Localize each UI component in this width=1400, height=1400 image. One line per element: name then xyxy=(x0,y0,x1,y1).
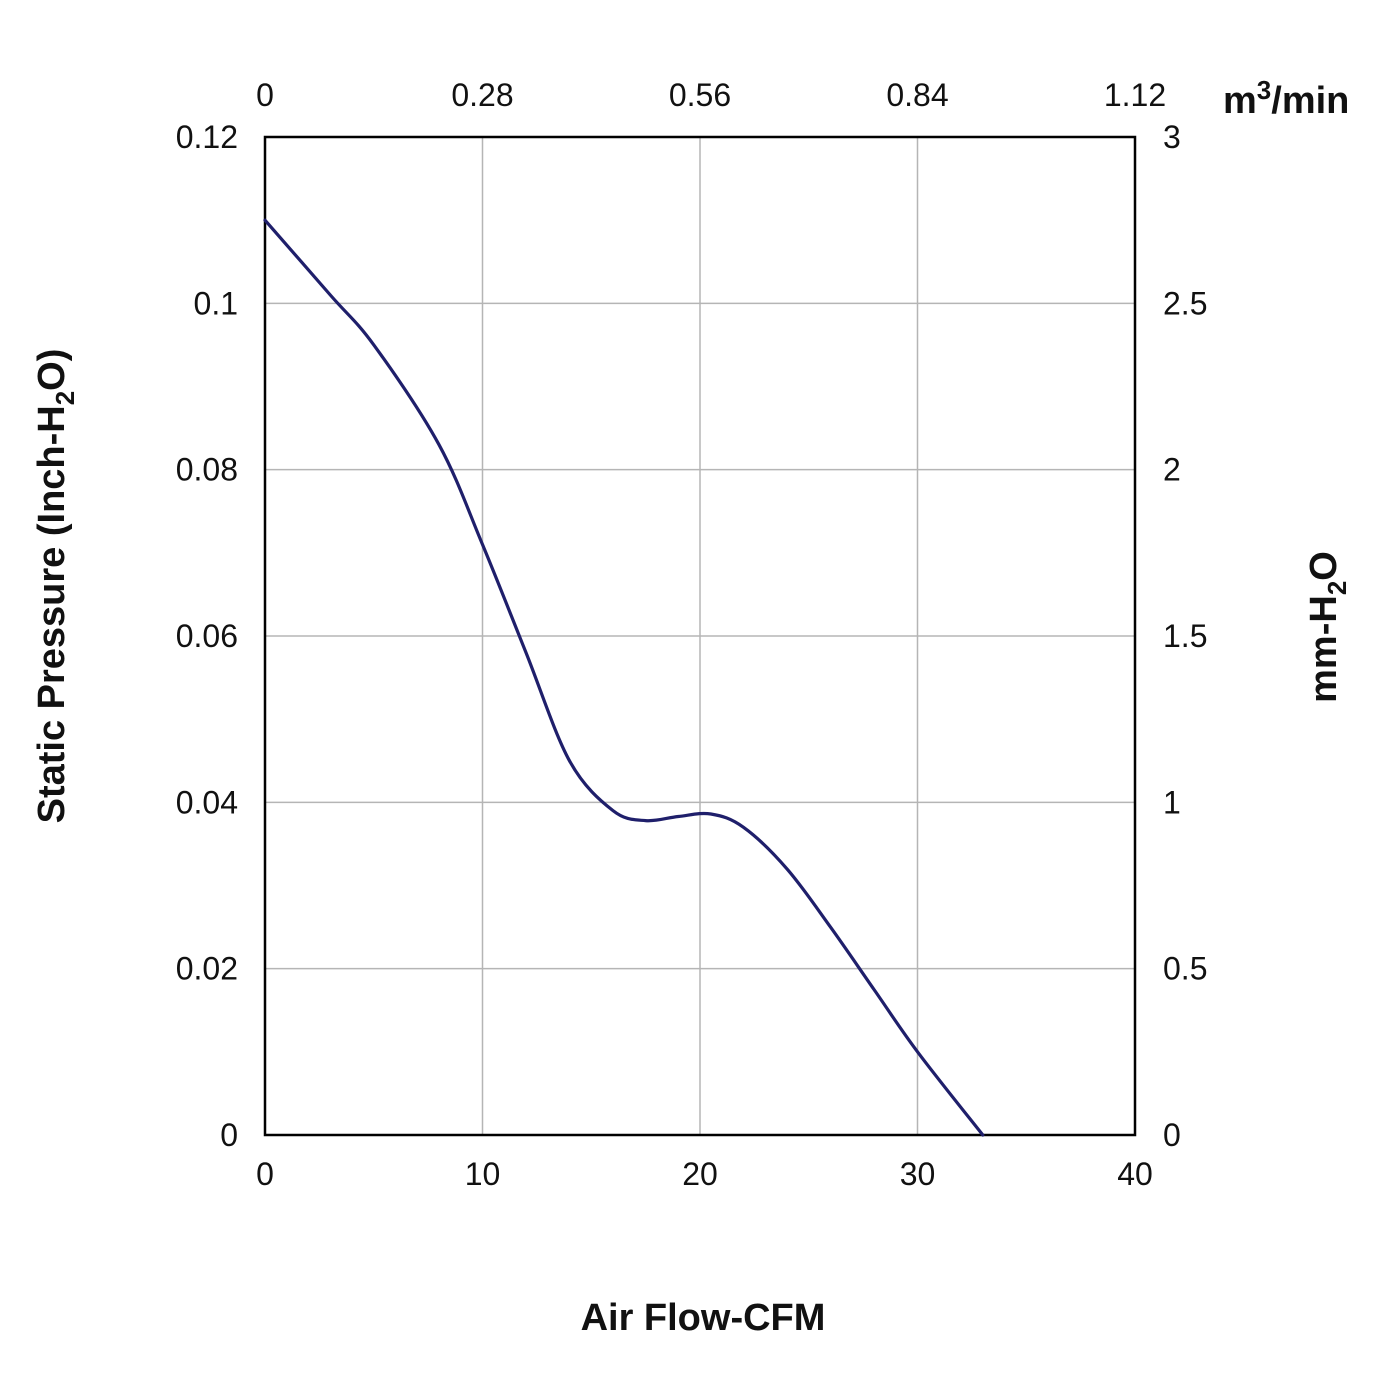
x2-axis-unit: m3/min xyxy=(1223,75,1349,122)
x-tick-label: 20 xyxy=(682,1156,718,1192)
x-tick-label: 10 xyxy=(465,1156,501,1192)
x2-tick-label: 0.56 xyxy=(669,77,731,113)
x-axis-title: Air Flow-CFM xyxy=(581,1297,826,1339)
y2-axis-title: mm-H2O xyxy=(1303,551,1352,703)
x2-tick-label: 1.12 xyxy=(1104,77,1166,113)
y2-tick-label: 0 xyxy=(1163,1117,1181,1153)
x-tick-label: 0 xyxy=(256,1156,274,1192)
y-axis-title: Static Pressure (Inch-H2O) xyxy=(31,349,80,824)
y-tick-label: 0.06 xyxy=(176,618,238,654)
y2-tick-label: 2 xyxy=(1163,452,1181,488)
x2-tick-label: 0.28 xyxy=(451,77,513,113)
y-tick-label: 0.04 xyxy=(176,784,238,820)
x-tick-label: 30 xyxy=(900,1156,936,1192)
x2-tick-label: 0 xyxy=(256,77,274,113)
y2-tick-label: 1 xyxy=(1163,784,1181,820)
x-tick-label: 40 xyxy=(1117,1156,1153,1192)
y-tick-label: 0.08 xyxy=(176,452,238,488)
y2-tick-label: 0.5 xyxy=(1163,951,1207,987)
y2-tick-label: 3 xyxy=(1163,119,1181,155)
plot-frame xyxy=(263,135,1137,1137)
y-tick-label: 0.1 xyxy=(194,285,238,321)
y2-tick-label: 2.5 xyxy=(1163,285,1207,321)
y-tick-label: 0.02 xyxy=(176,951,238,987)
y-tick-label: 0 xyxy=(220,1117,238,1153)
x2-tick-label: 0.84 xyxy=(886,77,948,113)
pressure-curve xyxy=(263,218,985,1137)
y-tick-label: 0.12 xyxy=(176,119,238,155)
y2-tick-label: 1.5 xyxy=(1163,618,1207,654)
